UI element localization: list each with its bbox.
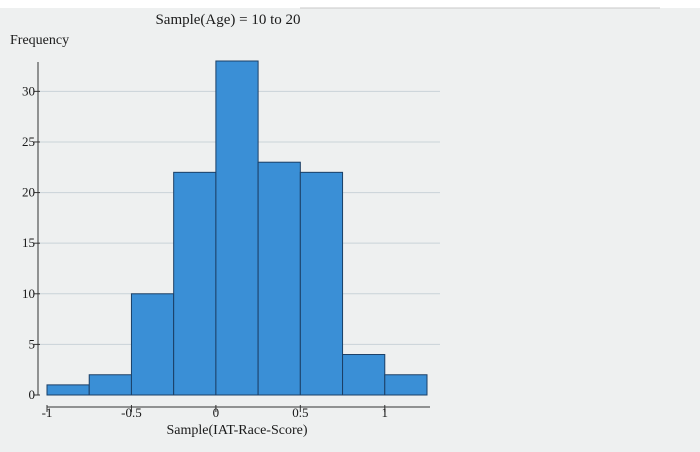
y-tick-label: 30: [22, 83, 35, 98]
y-tick-label: 10: [22, 286, 35, 301]
x-tick-label: -1: [42, 405, 53, 420]
x-tick-label: 0.5: [292, 405, 308, 420]
y-tick-label: 0: [29, 387, 36, 402]
x-axis-ticks: -1 -0.5 0 0.5 1: [42, 405, 388, 420]
histogram-bar: [46, 384, 90, 396]
axes: [37, 62, 430, 408]
y-axis-label: Frequency: [10, 33, 69, 48]
y-tick-label: 5: [29, 336, 36, 351]
histogram-bar: [173, 171, 217, 396]
histogram-bar: [88, 374, 132, 396]
histogram-bar: [130, 293, 175, 396]
y-tick-label: 20: [22, 185, 35, 200]
histogram-bars: [46, 60, 428, 396]
x-axis-label: Sample(IAT-Race-Score): [167, 423, 308, 438]
x-tick-label: -0.5: [121, 405, 142, 420]
histogram-bar: [384, 374, 428, 396]
x-tick-label: 0: [213, 405, 220, 420]
y-tick-label: 15: [22, 235, 35, 250]
y-axis-ticks: 0 5 10 15 20 25 30: [22, 83, 40, 402]
x-tick-label: 1: [382, 405, 389, 420]
histogram-bar: [342, 354, 386, 396]
histogram-bar: [215, 60, 259, 396]
y-tick-label: 25: [22, 134, 35, 149]
histogram-bar: [257, 161, 301, 396]
top-strip: [0, 0, 700, 8]
histogram-bar: [299, 171, 344, 396]
chart-title: Sample(Age) = 10 to 20: [155, 12, 300, 28]
